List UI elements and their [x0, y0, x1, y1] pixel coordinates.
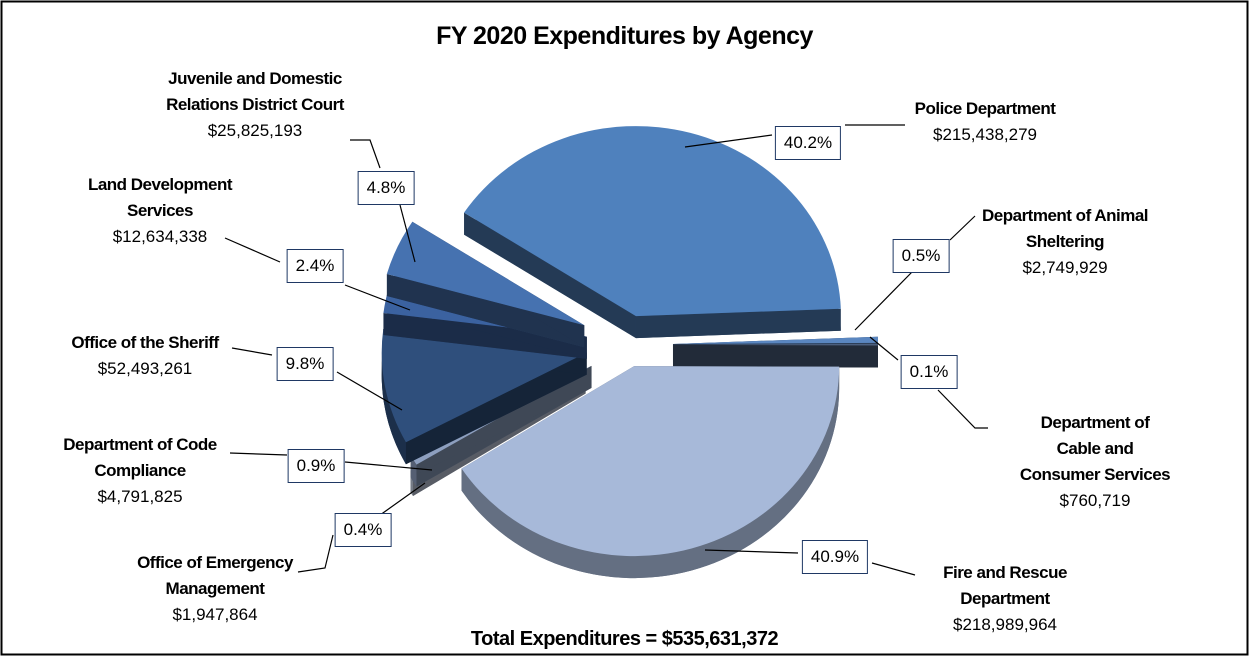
- category-label: Police Department $215,438,279: [915, 96, 1056, 148]
- slice: [461, 366, 840, 557]
- chart-title: FY 2020 Expenditures by Agency: [436, 22, 813, 50]
- slice-side: [672, 344, 878, 368]
- leader-line: [684, 134, 773, 148]
- percent-label: 0.5%: [892, 239, 950, 273]
- slice: [381, 328, 587, 443]
- value-label: $760,719: [1059, 491, 1131, 510]
- leader-line: [344, 284, 411, 311]
- leader-line: [949, 215, 976, 241]
- value-label: $52,493,261: [97, 359, 193, 378]
- leader-line: [336, 371, 403, 411]
- value-label: $4,791,825: [97, 487, 183, 506]
- percent-label: 2.4%: [286, 249, 344, 283]
- leader-line: [350, 139, 381, 169]
- value-label: $215,438,279: [932, 125, 1037, 144]
- value-label: $218,989,964: [952, 615, 1057, 634]
- percent-label: 9.8%: [276, 347, 334, 381]
- leader-line: [297, 534, 334, 573]
- category-label: Department of Cable and Consumer Service…: [1018, 410, 1172, 514]
- percent-label: 0.9%: [287, 449, 345, 483]
- total-label: Total Expenditures = $535,631,372: [470, 628, 779, 650]
- category-label: Juvenile and Domestic Relations District…: [166, 66, 344, 144]
- category-label: Office of Emergency Management $1,947,864: [137, 550, 293, 628]
- category-label: Fire and Rescue Department $218,989,964: [943, 560, 1067, 638]
- percent-label: 40.2%: [774, 126, 842, 160]
- leader-line: [224, 237, 281, 263]
- slice-side: [405, 352, 587, 465]
- value-label: $1,947,864: [172, 605, 258, 624]
- leader-line: [229, 452, 288, 456]
- leader-line: [937, 389, 988, 429]
- slice-side: [464, 212, 636, 339]
- value-label: $12,634,338: [112, 227, 208, 246]
- slice-side: [410, 455, 417, 487]
- category-label: Land Development Services $12,634,338: [88, 172, 233, 250]
- leader-line: [869, 336, 899, 361]
- slice-side: [381, 352, 406, 465]
- slice: [386, 221, 585, 326]
- slice: [672, 343, 878, 346]
- slice-side: [383, 313, 587, 359]
- value-label: $2,749,929: [1022, 258, 1108, 277]
- slice-side: [635, 308, 841, 339]
- percent-label: 40.9%: [801, 540, 869, 574]
- slice: [464, 126, 841, 317]
- leader-line: [704, 549, 799, 554]
- percent-label: 4.8%: [357, 171, 415, 205]
- category-label: Office of the Sheriff $52,493,261: [71, 330, 219, 382]
- category-label: Department of Code Compliance $4,791,825: [63, 432, 217, 510]
- slice: [672, 336, 878, 344]
- leader-line: [871, 562, 916, 576]
- leader-line: [344, 461, 433, 471]
- leader-line: [231, 347, 273, 356]
- value-label: $25,825,193: [207, 121, 303, 140]
- percent-label: 0.1%: [900, 355, 958, 389]
- slice-side: [386, 273, 585, 348]
- category-label: Department of Animal Sheltering $2,749,92…: [982, 203, 1149, 281]
- percent-label: 0.4%: [334, 513, 392, 547]
- leader-line: [399, 204, 416, 263]
- leader-line: [854, 271, 913, 331]
